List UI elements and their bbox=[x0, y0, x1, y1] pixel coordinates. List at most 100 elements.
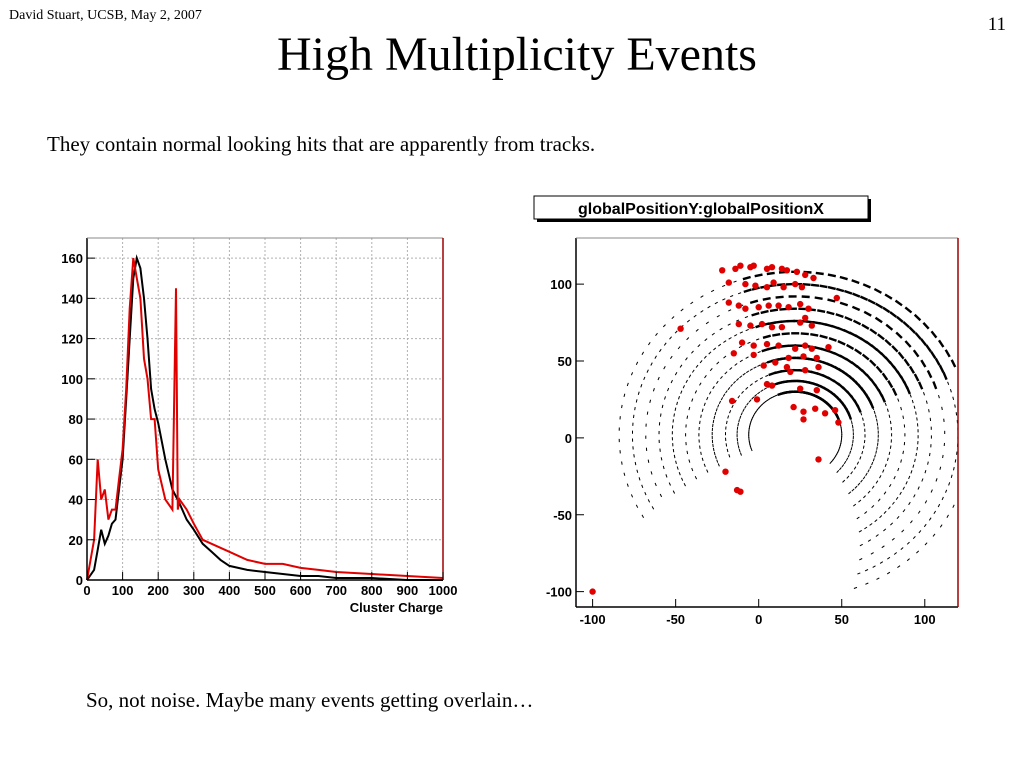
detector-hit-mark bbox=[817, 309, 826, 313]
detector-hit-mark bbox=[761, 347, 770, 353]
detector-hit-mark bbox=[665, 474, 668, 478]
detector-hit-mark bbox=[908, 326, 916, 334]
detector-hit-mark bbox=[728, 337, 732, 340]
detector-hit-mark bbox=[859, 456, 862, 460]
detector-hit-mark bbox=[745, 386, 749, 390]
detector-hit-mark bbox=[902, 415, 904, 419]
detector-hit-mark bbox=[874, 302, 884, 309]
scatter-point bbox=[728, 397, 736, 405]
detector-hit-mark bbox=[706, 469, 709, 473]
scatter-point bbox=[812, 405, 819, 412]
detector-hit-mark bbox=[888, 451, 891, 456]
histogram-x-tick-label: 800 bbox=[361, 583, 383, 598]
scatter-point bbox=[783, 363, 791, 371]
detector-hit-mark bbox=[737, 422, 739, 427]
detector-hit-mark bbox=[881, 545, 885, 549]
histogram-y-tick-label: 0 bbox=[76, 573, 83, 588]
detector-hit-mark bbox=[695, 364, 699, 368]
scatter-point bbox=[797, 385, 804, 392]
detector-hit-mark bbox=[640, 384, 643, 388]
scatter-point bbox=[775, 302, 782, 309]
scatter-point bbox=[763, 340, 771, 348]
scatter-point bbox=[755, 304, 762, 311]
detector-hit-mark bbox=[819, 284, 828, 289]
detector-hit-mark bbox=[737, 441, 739, 445]
detector-hit-mark bbox=[914, 458, 916, 463]
detector-hit-mark bbox=[720, 375, 723, 380]
detector-hit-mark bbox=[910, 470, 913, 474]
detector-hit-mark bbox=[762, 334, 772, 339]
detector-hit-mark bbox=[713, 451, 716, 456]
scatter-point bbox=[677, 325, 684, 332]
detector-hit-mark bbox=[895, 496, 899, 500]
detector-hit-mark bbox=[744, 316, 749, 319]
scatter-point bbox=[797, 300, 804, 308]
detector-hit-mark bbox=[623, 393, 626, 398]
detector-hit-mark bbox=[701, 457, 704, 462]
detector-hit-mark bbox=[888, 506, 891, 510]
detector-hit-mark bbox=[897, 565, 901, 569]
detector-hit-mark bbox=[750, 447, 753, 452]
detector-hit-mark bbox=[857, 572, 861, 575]
detector-hit-mark bbox=[863, 423, 865, 427]
detector-hit-mark bbox=[953, 466, 955, 471]
bullet-text: They contain normal looking hits that ar… bbox=[47, 132, 596, 156]
detector-hit-mark bbox=[870, 552, 874, 555]
detector-hit-mark bbox=[879, 475, 882, 479]
detector-hit-mark bbox=[802, 283, 811, 286]
detector-hit-mark bbox=[727, 386, 731, 391]
detector-hit-mark bbox=[749, 383, 753, 386]
detector-hit-mark bbox=[699, 420, 701, 425]
detector-hit-mark bbox=[747, 341, 751, 344]
histogram-x-tick-label: 100 bbox=[112, 583, 134, 598]
detector-hit-mark bbox=[917, 486, 920, 490]
detector-hit-mark bbox=[862, 283, 871, 289]
detector-hit-mark bbox=[826, 310, 835, 316]
detector-hit-mark bbox=[731, 404, 734, 409]
detector-hit-mark bbox=[921, 478, 924, 482]
detector-hit-mark bbox=[695, 328, 699, 332]
detector-hit-mark bbox=[716, 361, 720, 365]
detector-hit-mark bbox=[889, 420, 892, 425]
detector-hit-mark bbox=[911, 399, 914, 404]
detector-hit-mark bbox=[751, 396, 755, 400]
detector-hit-mark bbox=[775, 295, 784, 299]
detector-hit-mark bbox=[699, 382, 702, 386]
detector-hit-mark bbox=[654, 355, 657, 359]
detector-hit-mark bbox=[717, 404, 720, 408]
detector-hit-mark bbox=[930, 330, 938, 339]
detector-hit-mark bbox=[939, 524, 943, 528]
detector-hit-mark bbox=[730, 295, 734, 298]
detector-hit-mark bbox=[899, 491, 902, 496]
detector-hit-mark bbox=[746, 370, 750, 374]
detector-hit-mark bbox=[941, 496, 944, 501]
detector-hit-mark bbox=[944, 349, 951, 358]
detector-hit-mark bbox=[864, 569, 869, 572]
detector-hit-mark bbox=[954, 459, 957, 463]
scatter-point bbox=[737, 488, 744, 495]
detector-hit-mark bbox=[922, 321, 930, 330]
detector-hit-mark bbox=[871, 461, 874, 466]
detector-hit-mark bbox=[928, 409, 930, 413]
detector-hit-mark bbox=[863, 495, 866, 499]
detector-hit-mark bbox=[913, 313, 922, 322]
detector-hit-mark bbox=[925, 344, 932, 353]
detector-hit-mark bbox=[647, 499, 651, 503]
scatter-point bbox=[787, 368, 794, 375]
detector-hit-mark bbox=[924, 542, 928, 546]
detector-hit-mark bbox=[710, 289, 715, 293]
detector-hit-mark bbox=[713, 415, 716, 420]
scatter-point bbox=[768, 324, 776, 331]
detector-hit-mark bbox=[739, 359, 743, 363]
scatter-point bbox=[763, 284, 771, 291]
scatter-y-tick-label: 100 bbox=[550, 277, 572, 292]
detector-hit-mark bbox=[897, 398, 900, 402]
detector-hit-mark bbox=[676, 466, 679, 470]
detector-hit-mark bbox=[901, 529, 905, 533]
detector-hit-mark bbox=[633, 454, 635, 458]
detector-hit-mark bbox=[769, 308, 779, 313]
scatter-point bbox=[770, 279, 777, 286]
detector-hit-mark bbox=[686, 450, 689, 455]
detector-hit-mark bbox=[902, 321, 911, 329]
detector-hit-mark bbox=[902, 450, 904, 455]
